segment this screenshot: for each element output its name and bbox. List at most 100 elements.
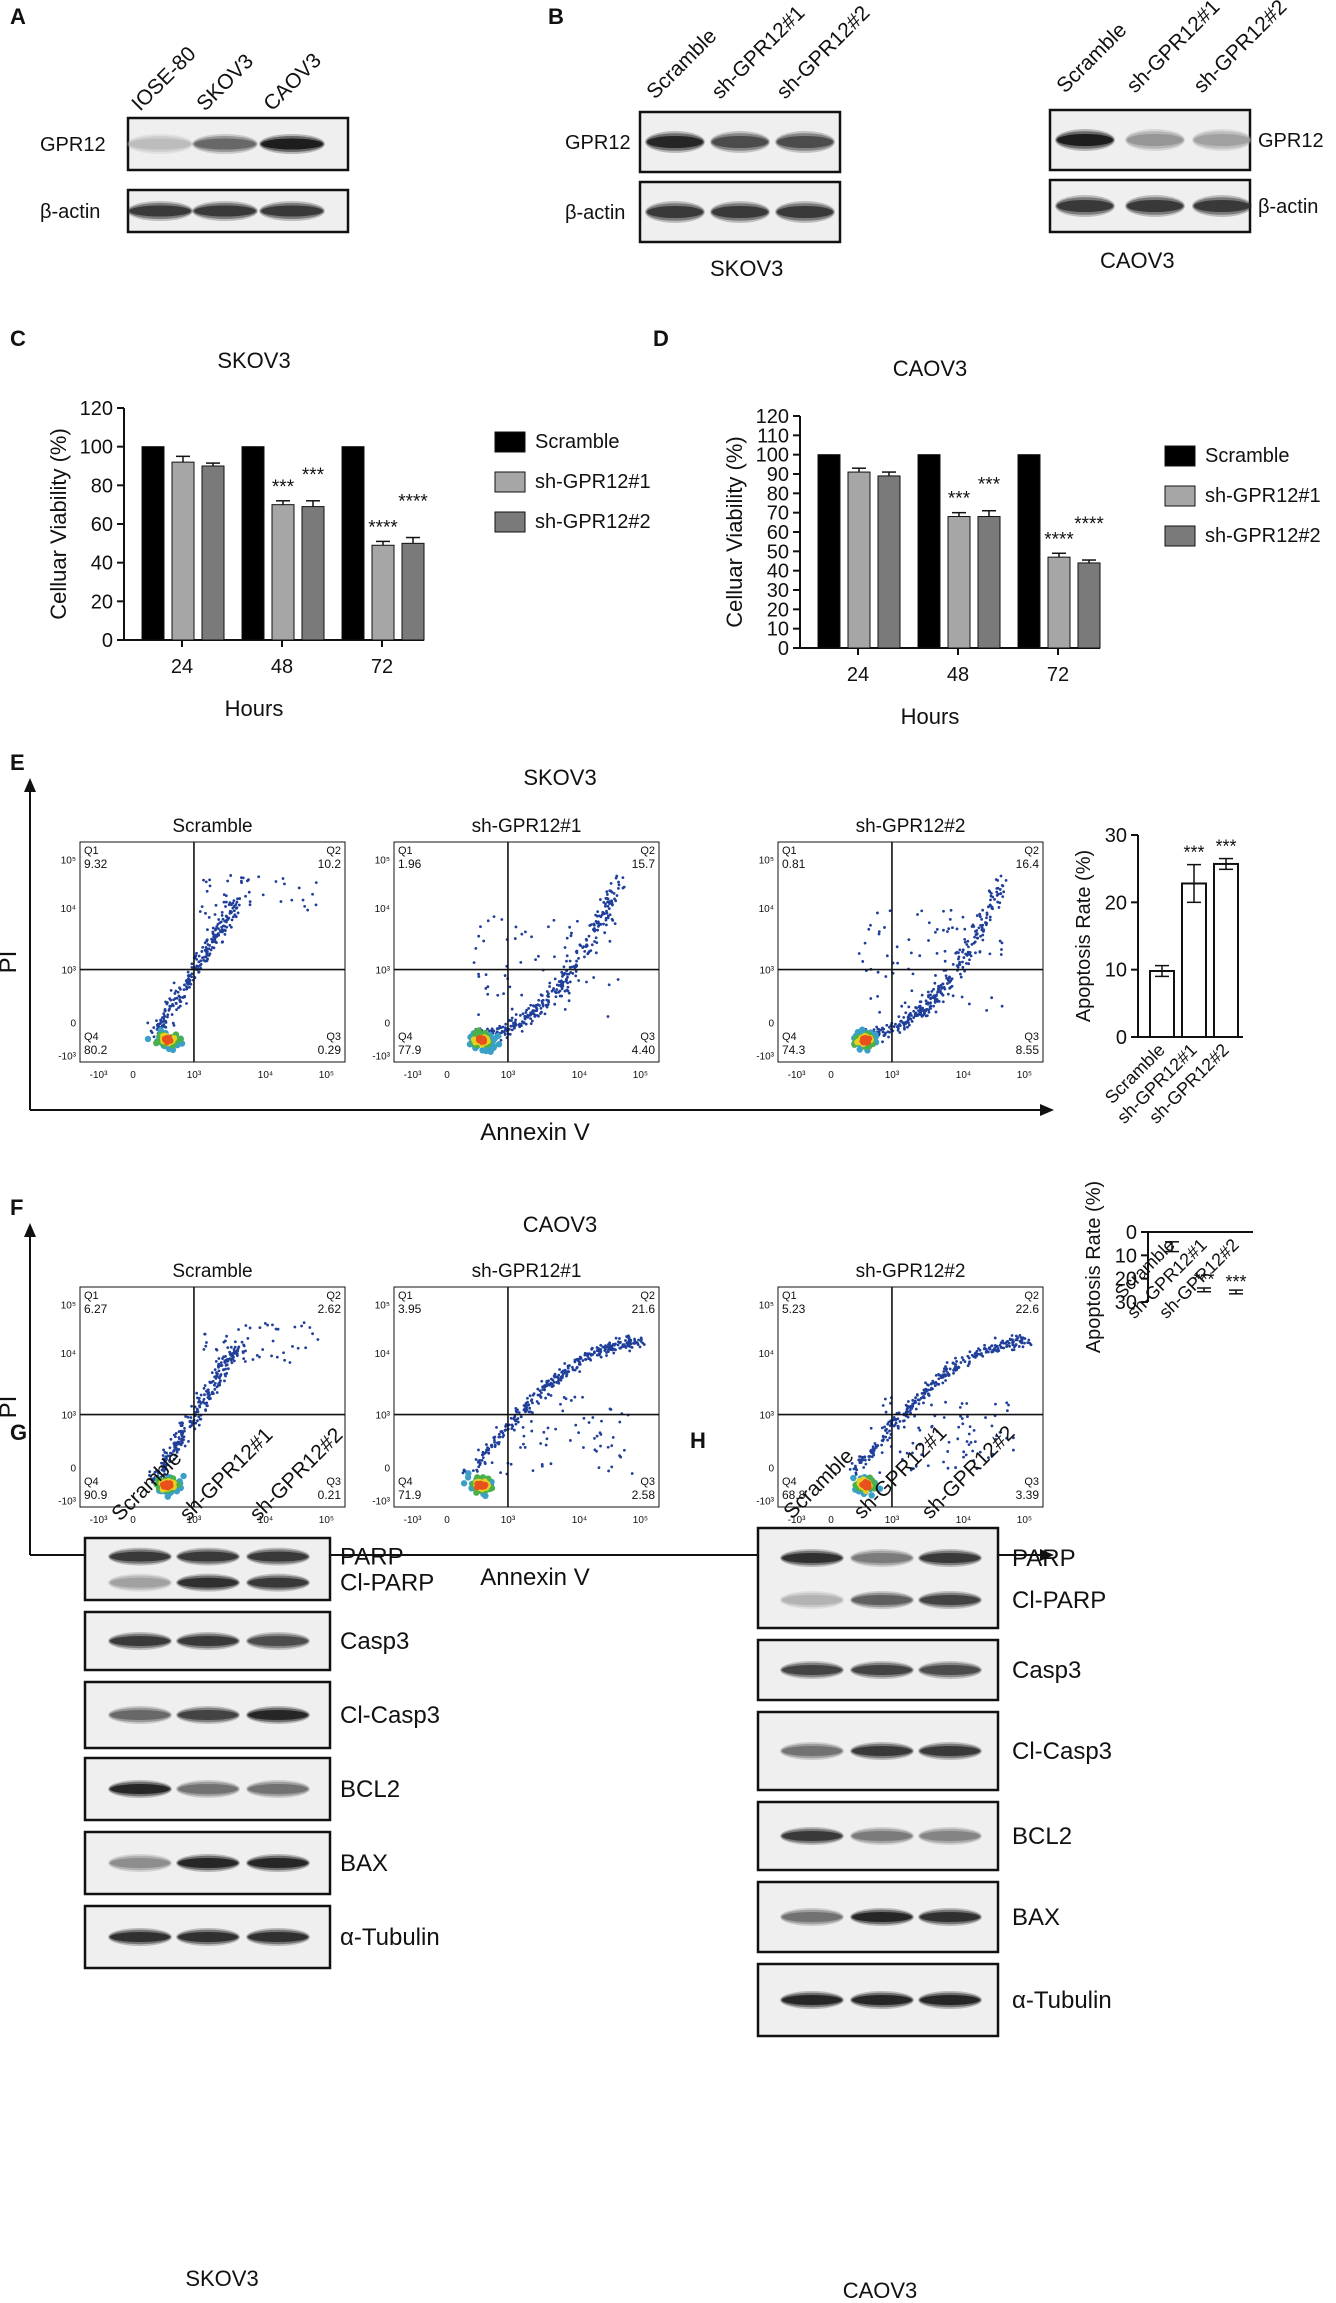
event-dot — [207, 1391, 211, 1394]
event-dot — [610, 901, 614, 905]
event-dot — [574, 974, 578, 978]
event-dot — [156, 1471, 160, 1475]
event-dot — [529, 1003, 533, 1007]
event-dot — [896, 1426, 900, 1430]
event-dot — [917, 1398, 921, 1402]
event-dot — [985, 1350, 989, 1353]
event-dot — [892, 1424, 896, 1428]
event-dot — [980, 926, 984, 930]
blot-band — [710, 201, 770, 223]
event-dot — [947, 1440, 951, 1444]
event-dot — [520, 932, 524, 936]
blot-band — [246, 1632, 310, 1650]
y-tick-label: 80 — [91, 475, 113, 497]
event-dot — [183, 1426, 186, 1430]
band-shape — [920, 1995, 980, 2005]
event-dot — [934, 1010, 938, 1014]
quadrant-name: Q3 — [326, 1031, 341, 1043]
event-dot — [896, 961, 900, 965]
event-dot — [487, 1048, 494, 1055]
event-dot — [538, 1389, 542, 1393]
event-dot — [567, 991, 571, 995]
event-dot — [918, 1443, 922, 1446]
event-dot — [474, 1458, 478, 1461]
event-dot — [218, 1376, 221, 1380]
event-dot — [987, 1456, 990, 1460]
event-dot — [225, 1363, 229, 1367]
event-dot — [610, 1465, 614, 1469]
event-dot — [929, 1004, 933, 1008]
event-dot — [1008, 1344, 1011, 1348]
event-dot — [569, 971, 573, 974]
y-tick-label: 50 — [767, 541, 789, 563]
event-dot — [545, 1005, 549, 1009]
legend-label: sh-GPR12#1 — [1205, 485, 1321, 507]
event-dot — [215, 925, 219, 928]
event-dot — [954, 1356, 957, 1360]
event-dot — [926, 1392, 930, 1396]
event-dot — [489, 1444, 493, 1447]
event-dot — [583, 1351, 587, 1355]
event-dot — [519, 960, 523, 964]
event-dot — [563, 971, 567, 975]
event-dot — [607, 1469, 611, 1473]
event-dot — [914, 1401, 918, 1404]
event-dot — [222, 893, 226, 897]
event-dot — [562, 965, 566, 969]
blot-band — [1125, 129, 1185, 151]
flow-x-tick-label: 10⁴ — [956, 1515, 971, 1526]
event-dot — [239, 879, 243, 883]
band-shape — [110, 1784, 170, 1794]
event-dot — [880, 1443, 883, 1447]
event-dot — [154, 1469, 158, 1473]
event-dot — [914, 1407, 918, 1411]
quadrant-percent: 0.29 — [318, 1043, 342, 1057]
panel-letter: E — [10, 750, 25, 775]
event-dot — [948, 917, 952, 921]
event-dot — [916, 913, 919, 916]
quadrant-name: Q1 — [398, 845, 413, 857]
blot-band — [176, 1928, 240, 1946]
event-dot — [946, 992, 950, 996]
event-dot — [579, 1356, 583, 1360]
event-dot — [235, 1349, 239, 1353]
event-dot — [176, 990, 180, 994]
flow-axis-label: PI — [0, 1396, 22, 1419]
band-shape — [782, 1912, 842, 1922]
flow-x-tick-label: 10⁵ — [633, 1515, 648, 1526]
event-dot — [514, 1409, 518, 1413]
event-dot — [308, 1326, 312, 1329]
event-dot — [954, 1466, 957, 1469]
significance-mark: *** — [978, 475, 1001, 496]
event-dot — [972, 925, 976, 928]
event-dot — [526, 1396, 529, 1400]
event-dot — [501, 1435, 505, 1439]
event-dot — [183, 1444, 187, 1448]
event-dot — [549, 1394, 553, 1397]
event-dot — [156, 1022, 160, 1026]
event-dot — [535, 1014, 539, 1017]
blot-label: Cl-PARP — [340, 1570, 434, 1597]
legend-swatch — [1164, 485, 1196, 507]
event-dot — [1029, 1343, 1033, 1347]
event-dot — [565, 977, 568, 981]
event-dot — [175, 1008, 178, 1012]
event-dot — [925, 1014, 929, 1018]
event-dot — [994, 1402, 997, 1406]
event-dot — [235, 1354, 239, 1358]
band-shape — [777, 205, 833, 219]
flow-x-tick-label: -10³ — [90, 1515, 108, 1526]
legend-swatch — [1164, 525, 1196, 547]
event-dot — [534, 958, 537, 962]
event-dot — [479, 925, 482, 929]
band-shape — [920, 1746, 980, 1756]
event-dot — [159, 1481, 166, 1488]
quadrant-percent: 74.3 — [782, 1043, 806, 1057]
event-dot — [279, 900, 283, 903]
event-dot — [204, 911, 207, 915]
event-dot — [526, 1400, 529, 1404]
event-dot — [961, 915, 965, 919]
event-dot — [493, 1435, 497, 1439]
event-dot — [202, 1347, 206, 1351]
event-dot — [480, 1453, 484, 1457]
